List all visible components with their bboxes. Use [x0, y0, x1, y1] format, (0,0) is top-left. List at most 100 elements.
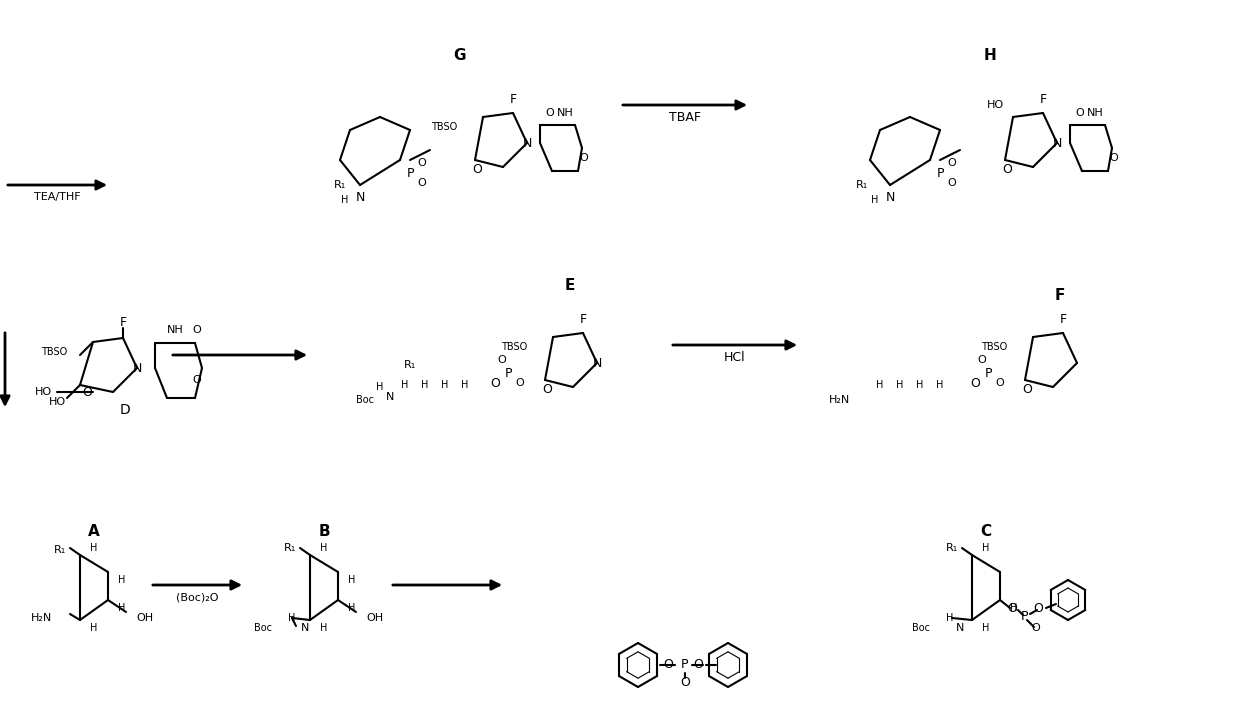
Text: O: O	[663, 659, 673, 672]
Text: TBSO: TBSO	[981, 342, 1007, 352]
Text: O: O	[947, 178, 956, 188]
Text: TEA/THF: TEA/THF	[35, 192, 81, 202]
Text: B: B	[319, 525, 330, 539]
Text: C: C	[981, 525, 992, 539]
Text: G: G	[454, 47, 466, 62]
Text: HO: HO	[35, 387, 52, 397]
Text: O: O	[680, 675, 689, 689]
Text: H: H	[91, 623, 98, 633]
Text: R₁: R₁	[946, 543, 959, 553]
Text: H: H	[348, 603, 356, 613]
Text: O: O	[1007, 601, 1017, 614]
Text: F: F	[510, 92, 517, 105]
Text: P: P	[936, 167, 944, 180]
Text: Boc: Boc	[911, 623, 930, 633]
Text: O: O	[418, 178, 427, 188]
Text: Boc: Boc	[254, 623, 272, 633]
Text: F: F	[1055, 288, 1065, 302]
Text: N: N	[301, 623, 309, 633]
Text: H: H	[376, 382, 383, 392]
Text: F: F	[1039, 92, 1047, 105]
Text: R₁: R₁	[53, 545, 66, 555]
Text: N: N	[133, 362, 141, 374]
Text: H: H	[916, 380, 924, 390]
Text: H: H	[289, 613, 295, 623]
Text: Boc: Boc	[356, 395, 374, 405]
Text: O: O	[192, 375, 201, 385]
Text: O: O	[1033, 601, 1043, 614]
Text: NH: NH	[166, 325, 184, 335]
Text: D: D	[119, 403, 130, 417]
Text: R₁: R₁	[284, 543, 296, 553]
Text: HO: HO	[987, 100, 1003, 110]
Text: O: O	[82, 385, 92, 399]
Text: N: N	[885, 190, 895, 203]
Text: H₂N: H₂N	[830, 395, 851, 405]
Text: H: H	[983, 47, 997, 62]
Text: H: H	[946, 613, 954, 623]
Text: F: F	[1059, 312, 1066, 326]
Text: N: N	[356, 190, 365, 203]
Text: NH: NH	[557, 108, 573, 118]
Text: F: F	[119, 316, 126, 329]
Text: OH: OH	[136, 613, 153, 623]
Text: H: H	[461, 380, 469, 390]
Text: P: P	[505, 367, 512, 379]
Text: O: O	[970, 377, 980, 390]
Text: O: O	[1032, 623, 1040, 633]
Text: A: A	[88, 525, 100, 539]
Text: O: O	[490, 377, 500, 390]
Text: O: O	[947, 158, 956, 168]
Text: NH: NH	[1086, 108, 1104, 118]
Text: O: O	[1002, 163, 1012, 175]
Text: O: O	[546, 108, 554, 118]
Text: N: N	[1053, 137, 1061, 150]
Text: P: P	[407, 167, 414, 180]
Text: O: O	[1110, 153, 1118, 163]
Text: O: O	[192, 325, 201, 335]
Text: TBSO: TBSO	[41, 347, 67, 357]
Text: H: H	[320, 623, 327, 633]
Text: H: H	[441, 380, 449, 390]
Text: H: H	[1011, 603, 1017, 613]
Text: H: H	[982, 623, 990, 633]
Text: O: O	[693, 659, 703, 672]
Text: R₁: R₁	[856, 180, 868, 190]
Text: O: O	[579, 153, 588, 163]
Text: H: H	[877, 380, 884, 390]
Text: E: E	[564, 278, 575, 293]
Text: TBAF: TBAF	[670, 110, 701, 123]
Text: H: H	[982, 543, 990, 553]
Text: P: P	[681, 659, 688, 672]
Text: O: O	[418, 158, 427, 168]
Text: HCl: HCl	[724, 351, 745, 364]
Text: HO: HO	[48, 397, 66, 407]
Text: OH: OH	[366, 613, 383, 623]
Text: H: H	[348, 575, 356, 585]
Text: (Boc)₂O: (Boc)₂O	[176, 592, 218, 602]
Text: O: O	[1022, 382, 1032, 395]
Text: H: H	[118, 575, 125, 585]
Text: H: H	[91, 543, 98, 553]
Text: O: O	[497, 355, 506, 365]
Text: TBSO: TBSO	[501, 342, 527, 352]
Text: P: P	[985, 367, 992, 379]
Text: O: O	[516, 378, 525, 388]
Text: O: O	[542, 382, 552, 395]
Text: O: O	[1075, 108, 1084, 118]
Text: H: H	[872, 195, 879, 205]
Text: H: H	[402, 380, 409, 390]
Text: P: P	[1021, 609, 1028, 622]
Text: H: H	[320, 543, 327, 553]
Text: TBSO: TBSO	[430, 122, 458, 132]
Text: H: H	[341, 195, 348, 205]
Text: O: O	[472, 163, 482, 175]
Text: N: N	[386, 392, 394, 402]
Text: F: F	[579, 312, 587, 326]
Text: N: N	[956, 623, 965, 633]
Text: H: H	[897, 380, 904, 390]
Text: R₁: R₁	[334, 180, 346, 190]
Text: R₁: R₁	[404, 360, 417, 370]
Text: O: O	[996, 378, 1004, 388]
Text: H: H	[936, 380, 944, 390]
